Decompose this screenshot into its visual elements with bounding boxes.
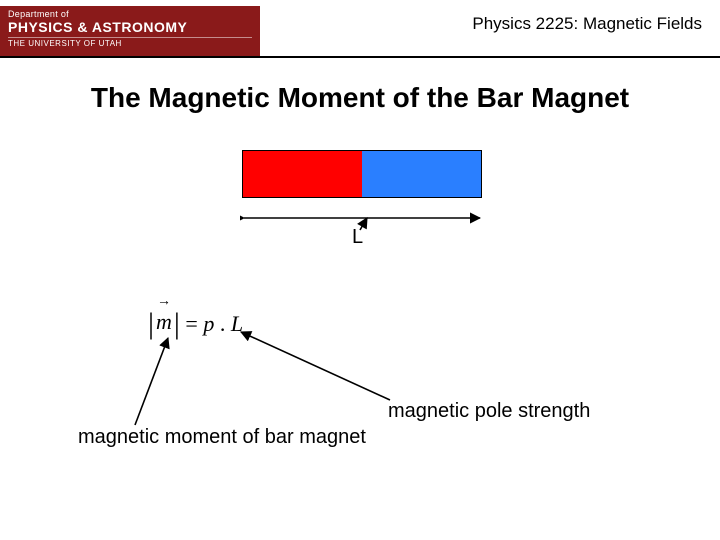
label-magnetic-moment: magnetic moment of bar magnet	[78, 426, 366, 449]
university-logo: Department of PHYSICS & ASTRONOMY THE UN…	[0, 6, 260, 56]
formula-L-symbol: L	[231, 311, 243, 336]
page-title: The Magnetic Moment of the Bar Magnet	[0, 82, 720, 114]
logo-university: THE UNIVERSITY OF UTAH	[8, 37, 252, 49]
formula-dot: .	[220, 311, 231, 336]
formula: | m | = p . L	[148, 305, 243, 339]
slide-root: Department of PHYSICS & ASTRONOMY THE UN…	[0, 0, 720, 540]
arrow-pole-to-p	[241, 332, 390, 400]
formula-lhs: | m |	[148, 305, 180, 339]
formula-equals: =	[185, 311, 203, 336]
label-pole-strength: magnetic pole strength	[388, 400, 590, 423]
arrow-moment-to-m	[135, 338, 168, 425]
formula-p-symbol: p	[203, 311, 214, 336]
header-rule	[0, 56, 720, 58]
bar-magnet-south	[362, 151, 481, 197]
length-dimension-line	[240, 206, 484, 226]
abs-bar-right-icon: |	[174, 309, 180, 339]
bar-magnet-north	[243, 151, 362, 197]
length-symbol: L	[352, 226, 363, 249]
bar-magnet	[242, 150, 482, 198]
course-label: Physics 2225: Magnetic Fields	[472, 14, 702, 34]
logo-dept-main: PHYSICS & ASTRONOMY	[8, 20, 252, 35]
formula-m-symbol: m	[154, 309, 174, 335]
annotation-arrows	[0, 0, 720, 540]
